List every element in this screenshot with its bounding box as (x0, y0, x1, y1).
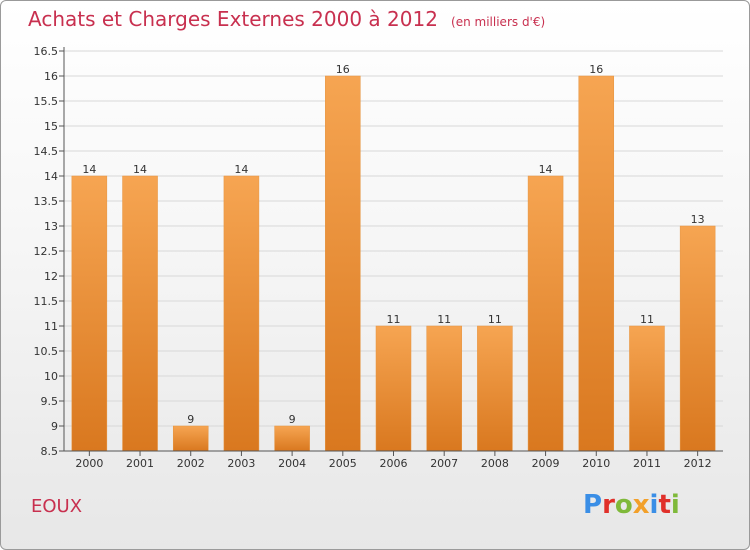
bar (527, 175, 564, 452)
x-tick-label: 2000 (75, 457, 103, 470)
chart-title: Achats et Charges Externes 2000 à 2012 (28, 7, 438, 31)
logo-letter: r (602, 490, 615, 520)
bar (477, 325, 513, 452)
x-tick-label: 2003 (227, 457, 255, 470)
bar (122, 175, 158, 452)
y-tick-label: 15.5 (34, 95, 59, 108)
y-tick-label: 12 (44, 270, 58, 283)
bar (223, 175, 260, 452)
value-label: 14 (133, 163, 147, 176)
value-label: 14 (234, 163, 248, 176)
y-tick-label: 8.5 (41, 445, 59, 458)
x-tick-label: 2008 (481, 457, 509, 470)
bar (679, 225, 716, 452)
y-tick-label: 13.5 (34, 195, 59, 208)
axes (59, 47, 723, 456)
y-tick-label: 9 (51, 420, 58, 433)
bar (578, 75, 615, 452)
title-block: Achats et Charges Externes 2000 à 2012 (… (28, 7, 545, 31)
value-label: 11 (640, 313, 654, 326)
logo-letter: o (614, 490, 633, 520)
value-label: 14 (82, 163, 96, 176)
bar (274, 425, 310, 452)
value-label: 11 (437, 313, 451, 326)
y-tick-label: 14.5 (34, 145, 59, 158)
town-name: EOUX (31, 496, 83, 517)
x-tick-label: 2005 (329, 457, 357, 470)
y-tick-label: 16 (44, 70, 58, 83)
bar (426, 325, 462, 452)
y-tick-label: 11.5 (34, 295, 59, 308)
value-label: 14 (539, 163, 553, 176)
logo-letter: i (649, 490, 659, 520)
bar (375, 325, 412, 452)
y-tick-label: 10 (44, 370, 58, 383)
value-label: 11 (488, 313, 502, 326)
value-label: 9 (187, 413, 194, 426)
y-tick-label: 12.5 (34, 245, 59, 258)
y-tick-label: 10.5 (34, 345, 59, 358)
y-tick-label: 14 (44, 170, 58, 183)
value-label: 11 (387, 313, 401, 326)
x-tick-label: 2002 (177, 457, 205, 470)
x-tick-label: 2007 (430, 457, 458, 470)
labels: 8.5 9 9.5 10 10.5 11 11.5 12 12.5 13 13.5 14 14.5 15 1… (34, 45, 712, 470)
value-label: 16 (589, 63, 603, 76)
value-label: 16 (336, 63, 350, 76)
value-label: 9 (289, 413, 296, 426)
y-tick-label: 11 (44, 320, 58, 333)
y-tick-label: 13 (44, 220, 58, 233)
x-tick-label: 2006 (380, 457, 408, 470)
bar (71, 175, 108, 452)
logo-letter: P (583, 490, 603, 520)
proxiti-logo[interactable]: Proxiti (583, 490, 680, 520)
x-tick-label: 2010 (582, 457, 610, 470)
x-tick-label: 2011 (633, 457, 661, 470)
bars (71, 75, 716, 452)
bar (325, 75, 361, 452)
x-tick-label: 2012 (684, 457, 712, 470)
x-tick-label: 2009 (532, 457, 560, 470)
logo-letter: x (632, 490, 650, 520)
x-tick-label: 2004 (278, 457, 306, 470)
y-tick-label: 9.5 (41, 395, 59, 408)
logo-letter: i (670, 490, 680, 520)
bar (629, 325, 665, 452)
value-label: 13 (691, 213, 705, 226)
y-tick-label: 16.5 (34, 45, 59, 58)
x-tick-label: 2001 (126, 457, 154, 470)
chart-subtitle: (en milliers d'€) (451, 15, 546, 29)
bar (172, 425, 209, 452)
y-tick-label: 15 (44, 120, 58, 133)
logo-letter: t (658, 490, 671, 520)
